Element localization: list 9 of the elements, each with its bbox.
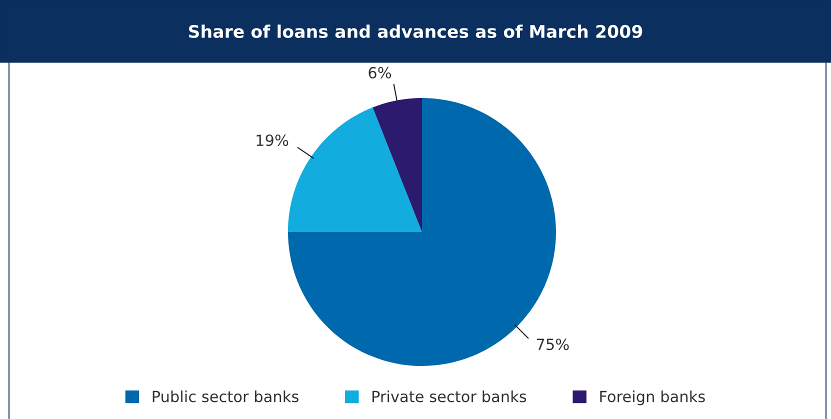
legend-label: Public sector banks [152,390,298,402]
pie-slice [372,98,422,232]
legend-label: Private sector banks [372,390,526,402]
data-label: 6% [368,66,392,78]
pie-slice [288,107,422,232]
chart-title: Share of loans and advances as of March 2009 [188,24,642,38]
data-label: 19% [256,134,288,146]
data-label: 75% [536,338,569,350]
legend-label: Foreign banks [600,390,705,406]
